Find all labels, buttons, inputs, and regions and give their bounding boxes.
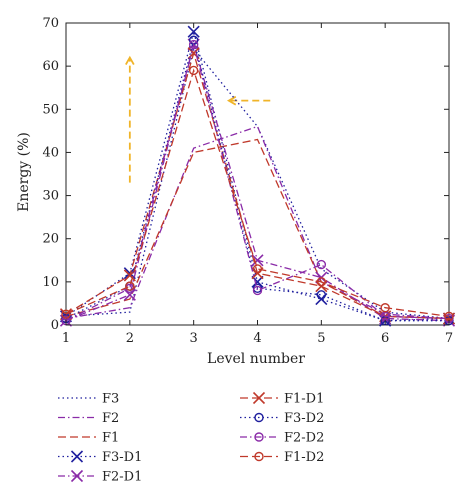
legend-entry-f1: F1	[58, 431, 119, 446]
series-line	[65, 37, 449, 322]
legend-entry-f3: F3	[58, 392, 119, 407]
series-line	[65, 47, 450, 320]
legend-marker	[254, 432, 264, 442]
series-line	[65, 29, 450, 322]
legend-entry-f1-d1: F1-D1	[240, 392, 324, 407]
data-point	[61, 309, 71, 319]
data-point	[316, 290, 327, 300]
y-tick-label: 30	[42, 189, 59, 204]
series-f1-d2	[61, 65, 454, 322]
annotation-arrow-up	[125, 55, 135, 183]
y-tick-label: 0	[51, 318, 59, 333]
y-axis-label: Energy (%)	[16, 132, 32, 212]
series-f2	[65, 125, 450, 320]
series-layer	[59, 25, 456, 327]
legend-entry-f1-d2: F1-D2	[240, 450, 324, 465]
data-point	[188, 65, 199, 76]
y-tick-label: 50	[42, 102, 59, 117]
series-line	[65, 42, 450, 322]
annotation-arrow-left	[226, 95, 271, 106]
legend-marker	[254, 451, 264, 462]
data-point	[252, 285, 263, 296]
series-f2-d1	[59, 38, 456, 327]
data-point	[316, 277, 327, 287]
legend-label: F1-D1	[284, 392, 324, 407]
series-line	[65, 125, 450, 320]
data-point	[251, 254, 264, 267]
legend-label: F2-D1	[102, 470, 142, 485]
legend-entry-f2-d1: F2-D1	[58, 470, 142, 485]
y-tick-label: 20	[42, 232, 59, 247]
x-tick-label: 2	[126, 331, 134, 346]
x-axis-label: Level number	[207, 351, 305, 367]
data-point	[252, 264, 263, 274]
legend-label: F3	[102, 392, 119, 407]
axes: 0 10 20 30 40 50 60 70 1 2 3 4 5 6 7	[42, 16, 453, 346]
legend-marker	[252, 391, 266, 405]
legend-label: F2-D2	[284, 431, 324, 446]
legend-label: F3-D1	[102, 450, 142, 465]
legend-marker	[70, 450, 84, 463]
data-point	[316, 259, 327, 270]
legend-marker	[70, 469, 84, 483]
series-f3	[65, 47, 450, 320]
y-tick-label: 70	[42, 16, 59, 31]
x-tick-label: 6	[381, 331, 389, 346]
data-point	[188, 39, 199, 50]
annotation-arrows	[125, 55, 271, 183]
legend-marker	[254, 412, 264, 423]
legend-label: F3-D2	[284, 411, 324, 426]
legend-entry-f2-d2: F2-D2	[240, 431, 324, 446]
data-point	[380, 303, 390, 313]
y-tick-label: 40	[42, 145, 59, 160]
y-tick-label: 60	[42, 59, 59, 74]
x-tick-label: 3	[190, 331, 198, 346]
x-tick-label: 5	[317, 331, 325, 346]
legend-entry-f3-d1: F3-D1	[58, 450, 142, 465]
legend-entry-f3-d2: F3-D2	[240, 411, 324, 426]
legend-label: F1	[102, 431, 119, 446]
legend-label: F2	[102, 411, 119, 426]
series-line	[65, 50, 450, 320]
y-tick-label: 10	[42, 275, 59, 290]
legend: F3 F2 F1 F3-D1 F2-D1 F1-D1 F3-D2 F2-D2 F1-D2	[58, 392, 324, 485]
x-tick-label: 7	[445, 331, 453, 346]
legend-entry-f2: F2	[58, 411, 119, 426]
series-line	[65, 68, 450, 318]
legend-label: F1-D2	[284, 450, 324, 465]
x-tick-label: 4	[253, 331, 261, 346]
x-tick-label: 1	[62, 331, 70, 346]
data-point	[125, 281, 135, 291]
data-point	[187, 25, 200, 38]
